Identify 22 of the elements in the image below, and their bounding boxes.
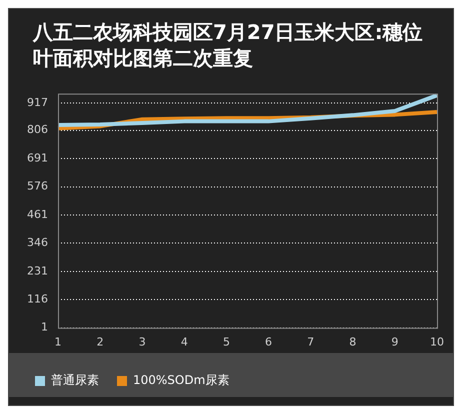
y-tick-label: 806 bbox=[26, 123, 48, 136]
x-tick-label: 3 bbox=[138, 335, 146, 348]
x-tick-label: 9 bbox=[391, 335, 398, 348]
y-tick-label: 461 bbox=[26, 208, 48, 221]
x-tick-label: 1 bbox=[54, 335, 62, 348]
y-tick-label: 1 bbox=[40, 320, 48, 334]
x-tick-label: 5 bbox=[222, 335, 230, 348]
y-tick-label: 917 bbox=[26, 96, 48, 110]
y-tick-label: 116 bbox=[26, 292, 48, 306]
x-tick-label: 10 bbox=[430, 335, 444, 348]
legend-label: 100%SODm尿素 bbox=[133, 373, 230, 388]
x-tick-label: 2 bbox=[96, 335, 104, 348]
legend-label: 普通尿素 bbox=[51, 373, 99, 388]
y-tick-label: 691 bbox=[26, 151, 48, 164]
x-tick-label: 6 bbox=[265, 335, 272, 348]
x-tick-label: 8 bbox=[349, 335, 356, 348]
y-tick-label: 576 bbox=[26, 180, 48, 193]
chart-title: 八五二农场科技园区7月27日玉米大区:穗位叶面积对比图第二次重复 bbox=[32, 19, 424, 72]
y-tick-label: 231 bbox=[26, 264, 48, 278]
y-tick-label: 346 bbox=[26, 236, 48, 250]
x-tick-label: 4 bbox=[180, 335, 188, 348]
x-tick-label: 7 bbox=[307, 335, 314, 348]
